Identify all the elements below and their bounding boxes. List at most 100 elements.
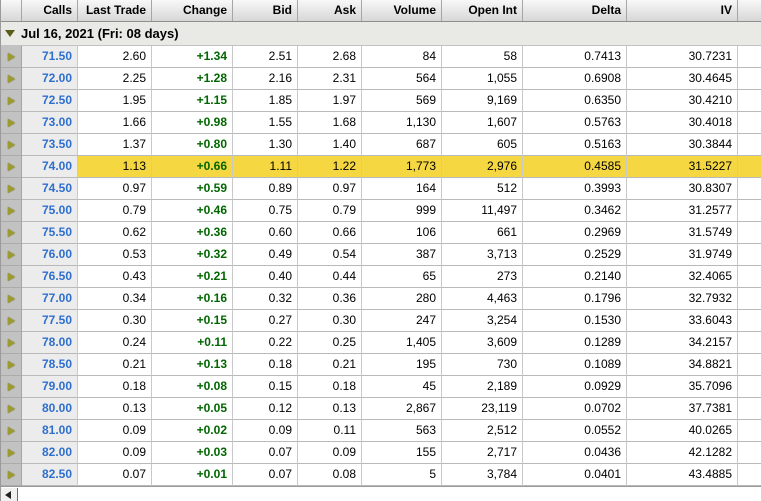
strike-cell[interactable]: 75.00	[22, 200, 78, 222]
row-expand-cell[interactable]	[1, 398, 22, 420]
bid-cell: 0.18	[233, 354, 298, 376]
row-extra-cell	[738, 222, 761, 244]
strike-cell[interactable]: 78.50	[22, 354, 78, 376]
volume-cell: 195	[362, 354, 442, 376]
column-header-calls[interactable]: Calls	[22, 0, 78, 21]
strike-cell[interactable]: 79.00	[22, 376, 78, 398]
row-expand-cell[interactable]	[1, 200, 22, 222]
option-row[interactable]: 73.00 1.66 +0.98 1.55 1.68 1,130 1,607 0…	[1, 112, 761, 134]
column-header-ask[interactable]: Ask	[298, 0, 362, 21]
group-collapse-icon[interactable]	[5, 30, 15, 37]
row-expand-cell[interactable]	[1, 112, 22, 134]
option-row[interactable]: 74.50 0.97 +0.59 0.89 0.97 164 512 0.399…	[1, 178, 761, 200]
strike-cell[interactable]: 82.00	[22, 442, 78, 464]
row-expand-cell[interactable]	[1, 244, 22, 266]
scroll-left-button[interactable]	[1, 488, 18, 501]
option-row[interactable]: 75.00 0.79 +0.46 0.75 0.79 999 11,497 0.…	[1, 200, 761, 222]
strike-cell[interactable]: 78.00	[22, 332, 78, 354]
row-expand-arrow-icon	[7, 206, 15, 215]
row-expand-arrow-icon	[7, 404, 15, 413]
iv-cell: 40.0265	[627, 420, 738, 442]
row-expand-cell[interactable]	[1, 46, 22, 68]
row-expand-arrow-icon	[7, 360, 15, 369]
option-row[interactable]: 77.00 0.34 +0.16 0.32 0.36 280 4,463 0.1…	[1, 288, 761, 310]
strike-cell[interactable]: 74.50	[22, 178, 78, 200]
open-int-cell: 3,254	[442, 310, 523, 332]
option-row[interactable]: 76.50 0.43 +0.21 0.40 0.44 65 273 0.2140…	[1, 266, 761, 288]
table-body: 71.50 2.60 +1.34 2.51 2.68 84 58 0.7413 …	[1, 46, 761, 486]
open-int-cell: 2,189	[442, 376, 523, 398]
strike-cell[interactable]: 74.00	[22, 156, 78, 178]
row-expand-arrow-icon	[7, 140, 15, 149]
option-row[interactable]: 82.00 0.09 +0.03 0.07 0.09 155 2,717 0.0…	[1, 442, 761, 464]
strike-cell[interactable]: 72.00	[22, 68, 78, 90]
delta-cell: 0.2969	[523, 222, 627, 244]
strike-cell[interactable]: 71.50	[22, 46, 78, 68]
expiration-group-row[interactable]: Jul 16, 2021 (Fri: 08 days)	[1, 22, 761, 46]
column-header-delta[interactable]: Delta	[523, 0, 627, 21]
row-expand-cell[interactable]	[1, 68, 22, 90]
option-row[interactable]: 79.00 0.18 +0.08 0.15 0.18 45 2,189 0.09…	[1, 376, 761, 398]
row-extra-cell	[738, 398, 761, 420]
option-row[interactable]: 81.00 0.09 +0.02 0.09 0.11 563 2,512 0.0…	[1, 420, 761, 442]
row-expand-cell[interactable]	[1, 332, 22, 354]
row-extra-cell	[738, 90, 761, 112]
row-expand-cell[interactable]	[1, 288, 22, 310]
option-row[interactable]: 73.50 1.37 +0.80 1.30 1.40 687 605 0.516…	[1, 134, 761, 156]
row-expand-cell[interactable]	[1, 310, 22, 332]
row-expand-cell[interactable]	[1, 420, 22, 442]
row-expand-cell[interactable]	[1, 178, 22, 200]
option-row[interactable]: 78.00 0.24 +0.11 0.22 0.25 1,405 3,609 0…	[1, 332, 761, 354]
row-expand-cell[interactable]	[1, 464, 22, 486]
option-row[interactable]: 74.00 1.13 +0.66 1.11 1.22 1,773 2,976 0…	[1, 156, 761, 178]
strike-cell[interactable]: 82.50	[22, 464, 78, 486]
last-trade-cell: 2.60	[78, 46, 152, 68]
bid-cell: 2.51	[233, 46, 298, 68]
strike-cell[interactable]: 76.50	[22, 266, 78, 288]
option-row[interactable]: 78.50 0.21 +0.13 0.18 0.21 195 730 0.108…	[1, 354, 761, 376]
strike-cell[interactable]: 73.00	[22, 112, 78, 134]
open-int-cell: 2,717	[442, 442, 523, 464]
strike-cell[interactable]: 80.00	[22, 398, 78, 420]
row-expand-cell[interactable]	[1, 266, 22, 288]
option-row[interactable]: 77.50 0.30 +0.15 0.27 0.30 247 3,254 0.1…	[1, 310, 761, 332]
table-header: Calls Last Trade Change Bid Ask Volume O…	[1, 0, 761, 22]
row-expand-cell[interactable]	[1, 354, 22, 376]
last-trade-cell: 1.13	[78, 156, 152, 178]
strike-cell[interactable]: 73.50	[22, 134, 78, 156]
horizontal-scrollbar[interactable]	[1, 486, 761, 501]
column-header-change[interactable]: Change	[152, 0, 233, 21]
row-expand-cell[interactable]	[1, 222, 22, 244]
option-row[interactable]: 82.50 0.07 +0.01 0.07 0.08 5 3,784 0.040…	[1, 464, 761, 486]
strike-cell[interactable]: 77.00	[22, 288, 78, 310]
strike-cell[interactable]: 76.00	[22, 244, 78, 266]
row-expand-cell[interactable]	[1, 156, 22, 178]
strike-cell[interactable]: 81.00	[22, 420, 78, 442]
strike-cell[interactable]: 75.50	[22, 222, 78, 244]
option-row[interactable]: 76.00 0.53 +0.32 0.49 0.54 387 3,713 0.2…	[1, 244, 761, 266]
row-expand-cell[interactable]	[1, 90, 22, 112]
strike-cell[interactable]: 72.50	[22, 90, 78, 112]
column-header-open-int[interactable]: Open Int	[442, 0, 523, 21]
column-header-iv[interactable]: IV	[627, 0, 738, 21]
column-header-last-trade[interactable]: Last Trade	[78, 0, 152, 21]
option-row[interactable]: 80.00 0.13 +0.05 0.12 0.13 2,867 23,119 …	[1, 398, 761, 420]
option-row[interactable]: 72.50 1.95 +1.15 1.85 1.97 569 9,169 0.6…	[1, 90, 761, 112]
ask-cell: 1.97	[298, 90, 362, 112]
delta-cell: 0.5763	[523, 112, 627, 134]
last-trade-cell: 0.07	[78, 464, 152, 486]
row-expand-cell[interactable]	[1, 442, 22, 464]
row-expand-cell[interactable]	[1, 134, 22, 156]
open-int-cell: 4,463	[442, 288, 523, 310]
strike-cell[interactable]: 77.50	[22, 310, 78, 332]
column-header-bid[interactable]: Bid	[233, 0, 298, 21]
row-extra-cell	[738, 442, 761, 464]
option-row[interactable]: 72.00 2.25 +1.28 2.16 2.31 564 1,055 0.6…	[1, 68, 761, 90]
row-extra-cell	[738, 464, 761, 486]
open-int-cell: 23,119	[442, 398, 523, 420]
volume-cell: 65	[362, 266, 442, 288]
row-expand-cell[interactable]	[1, 376, 22, 398]
option-row[interactable]: 71.50 2.60 +1.34 2.51 2.68 84 58 0.7413 …	[1, 46, 761, 68]
column-header-volume[interactable]: Volume	[362, 0, 442, 21]
option-row[interactable]: 75.50 0.62 +0.36 0.60 0.66 106 661 0.296…	[1, 222, 761, 244]
